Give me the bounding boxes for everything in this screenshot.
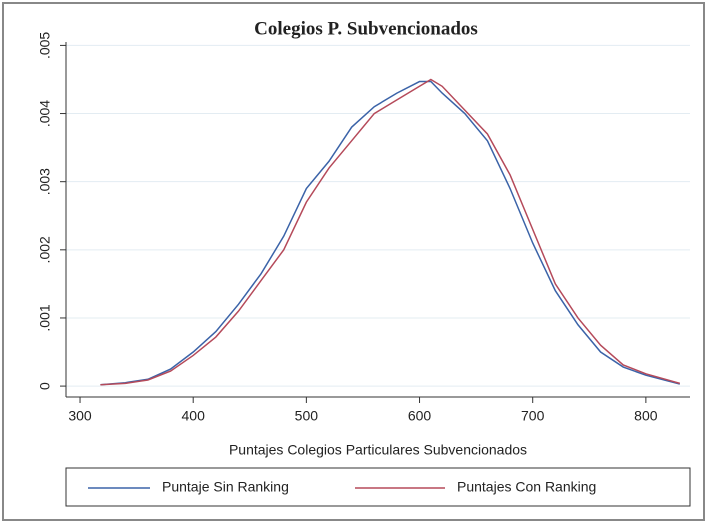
x-tick-label: 500 [295, 408, 319, 424]
x-axis-label: Puntajes Colegios Particulares Subvencio… [229, 442, 527, 458]
x-tick-label: 700 [521, 408, 545, 424]
y-tick-label: .003 [37, 168, 53, 195]
y-tick-label: .005 [37, 32, 53, 59]
y-tick-label: .002 [37, 236, 53, 263]
line-series [100, 80, 681, 386]
x-tick-label: 400 [182, 408, 206, 424]
y-tick-label: .001 [37, 304, 53, 331]
legend [65, 467, 691, 507]
legend-label: Puntajes Con Ranking [457, 479, 596, 495]
plot-area [66, 42, 690, 397]
legend-label: Puntaje Sin Ranking [162, 479, 289, 495]
y-tick-label: 0 [37, 382, 53, 390]
line-series [100, 78, 681, 386]
y-tick-label: .004 [37, 100, 53, 127]
x-tick-label: 600 [408, 408, 432, 424]
chart-title: Colegios P. Subvencionados [254, 18, 478, 39]
x-tick-label: 300 [68, 408, 92, 424]
x-tick-label: 800 [634, 408, 658, 424]
